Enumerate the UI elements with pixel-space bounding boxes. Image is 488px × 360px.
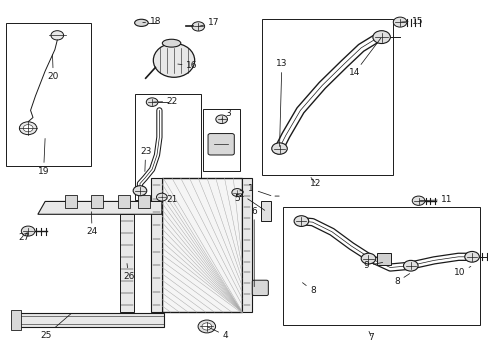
Text: 21: 21 [162,195,178,204]
Bar [119,214,134,312]
Circle shape [271,143,287,154]
Circle shape [392,17,406,27]
Circle shape [198,320,215,333]
Text: 11: 11 [419,195,452,204]
Bar [11,310,21,330]
Circle shape [146,98,158,107]
Bar [64,195,77,208]
Text: 27: 27 [19,232,30,242]
Bar [203,109,239,171]
Circle shape [403,260,417,271]
Text: 18: 18 [142,17,161,26]
Text: 6: 6 [251,207,257,287]
Bar [91,195,103,208]
Text: 23: 23 [140,147,151,171]
Circle shape [372,31,389,44]
Text: 4: 4 [207,327,228,340]
Bar [151,178,162,312]
Text: 24: 24 [86,212,98,236]
Circle shape [23,125,33,132]
Text: 14: 14 [348,38,380,77]
Text: 19: 19 [38,139,49,176]
Text: 13: 13 [276,59,287,147]
Circle shape [411,196,424,205]
Text: 2: 2 [238,190,264,210]
Text: 8: 8 [302,283,315,295]
Bar [242,178,251,312]
Text: 20: 20 [47,55,59,81]
Circle shape [215,115,227,123]
Circle shape [192,22,204,31]
Text: 7: 7 [368,331,373,342]
Bar [261,19,392,175]
Text: 15: 15 [401,17,423,26]
Bar [260,202,271,221]
Text: 16: 16 [178,61,197,70]
FancyBboxPatch shape [252,280,268,296]
Text: 26: 26 [122,264,134,281]
Text: 17: 17 [199,18,219,27]
Bar [376,253,390,265]
Circle shape [464,251,478,262]
Text: 8: 8 [393,274,409,286]
Text: 9: 9 [363,261,382,270]
Bar [135,94,201,200]
Bar [118,195,130,208]
Circle shape [51,31,63,40]
Text: 25: 25 [40,314,71,340]
Text: 1: 1 [248,184,270,195]
Circle shape [202,323,211,330]
Bar [6,23,91,166]
Ellipse shape [162,39,181,47]
Circle shape [231,189,242,197]
FancyBboxPatch shape [207,134,234,155]
Polygon shape [38,202,162,214]
Text: 3: 3 [221,109,230,119]
Circle shape [133,186,146,196]
Circle shape [361,253,375,264]
Text: 10: 10 [453,266,470,277]
Circle shape [156,193,167,201]
Circle shape [21,226,35,236]
FancyBboxPatch shape [14,313,164,327]
Circle shape [293,216,308,226]
Circle shape [20,122,37,135]
Text: 12: 12 [309,177,321,188]
Text: 22: 22 [153,97,178,106]
Bar [162,178,242,312]
Text: 5: 5 [233,194,239,203]
Bar [283,207,479,325]
Ellipse shape [134,19,148,26]
Bar [137,195,149,208]
Ellipse shape [153,43,194,77]
